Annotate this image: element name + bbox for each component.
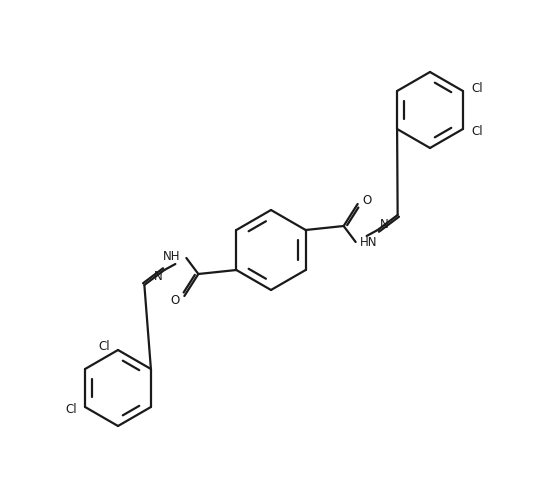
Text: O: O <box>363 194 372 206</box>
Text: Cl: Cl <box>66 402 77 416</box>
Text: Cl: Cl <box>471 82 482 96</box>
Text: Cl: Cl <box>471 124 482 138</box>
Text: NH: NH <box>163 249 180 263</box>
Text: HN: HN <box>360 236 377 248</box>
Text: O: O <box>170 294 179 307</box>
Text: N: N <box>153 270 163 283</box>
Text: N: N <box>379 218 389 230</box>
Text: Cl: Cl <box>99 340 110 352</box>
